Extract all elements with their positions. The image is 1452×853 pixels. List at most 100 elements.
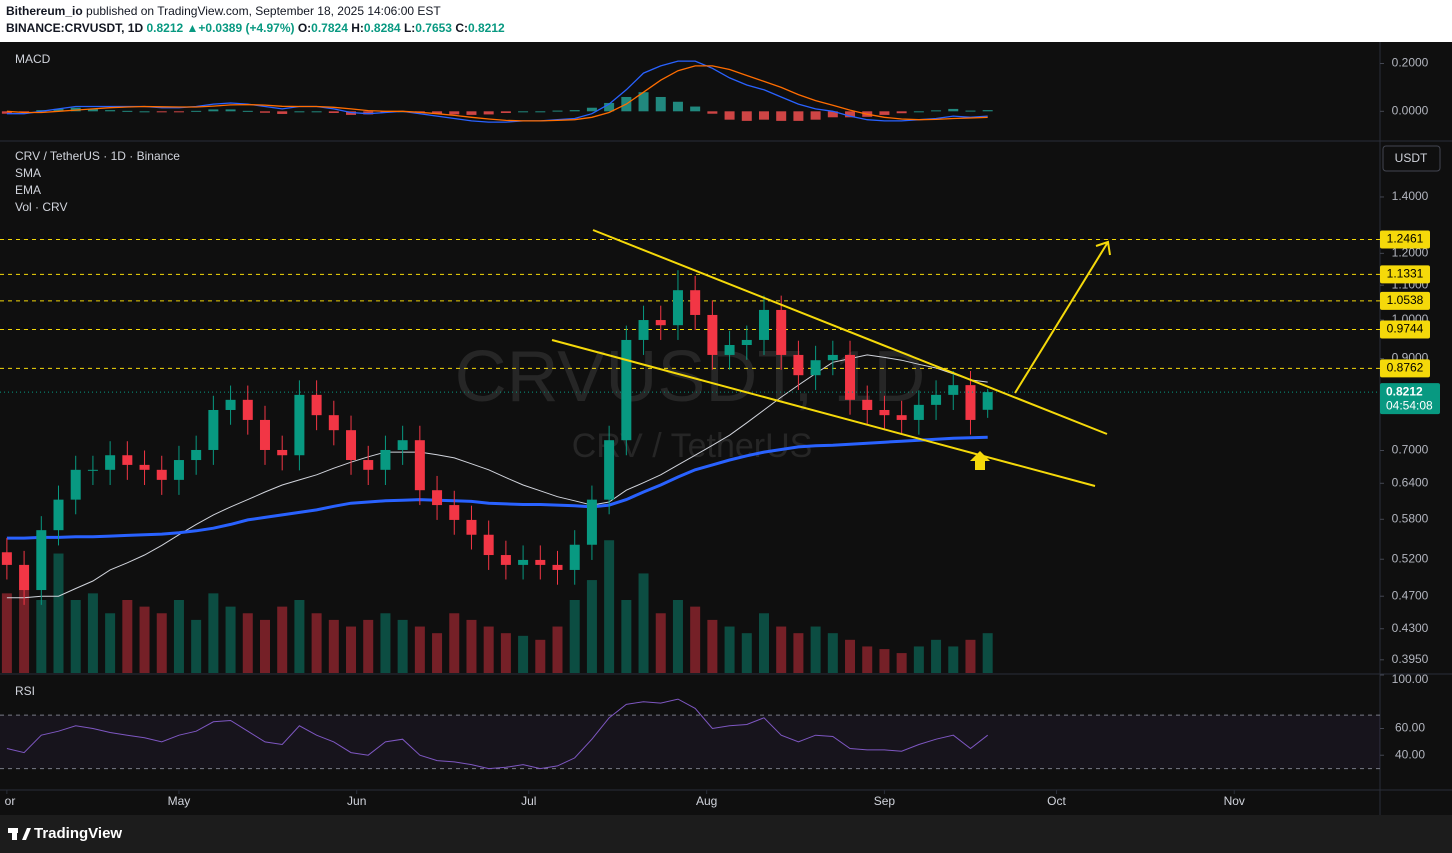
level-label: 0.8762	[1387, 361, 1424, 375]
last-price-bg	[1380, 383, 1440, 415]
volume-bar	[156, 613, 167, 673]
macd-histogram	[535, 111, 546, 113]
y-tick-label: 0.5800	[1392, 511, 1429, 525]
macd-histogram	[208, 109, 219, 112]
volume-bar	[845, 639, 856, 673]
candle-body	[827, 354, 838, 361]
candle-body	[896, 415, 907, 420]
macd-histogram	[827, 111, 838, 118]
macd-histogram	[173, 111, 184, 113]
macd-histogram	[1, 111, 12, 114]
candle-body	[982, 392, 993, 410]
candle-body	[500, 555, 511, 565]
x-tick-label: Aug	[696, 794, 717, 808]
level-label: 1.2461	[1387, 232, 1424, 246]
rsi-band	[0, 715, 1380, 769]
candle-body	[793, 354, 804, 376]
macd-histogram	[466, 111, 477, 115]
volume-bar	[36, 599, 47, 673]
volume-bar	[191, 619, 202, 673]
candle-body	[1, 552, 12, 565]
volume-bar	[758, 613, 769, 673]
macd-histogram	[707, 111, 718, 114]
y-tick-label: 40.00	[1395, 747, 1425, 761]
currency-button[interactable]	[1382, 145, 1441, 172]
volume-bar	[672, 599, 683, 673]
volume-bar	[311, 613, 322, 673]
symbol: BINANCE:CRVUSDT, 1D	[6, 21, 143, 35]
y-tick-label: 0.0000	[1392, 103, 1429, 117]
candle-body	[845, 354, 856, 400]
trendline	[551, 339, 1096, 487]
volume-bar	[707, 619, 718, 673]
volume-bar	[328, 619, 339, 673]
candle-body	[586, 499, 597, 545]
candle-body	[53, 499, 64, 531]
volume-bar	[724, 626, 735, 673]
macd-histogram	[53, 108, 64, 112]
y-tick-label: 0.2000	[1392, 56, 1429, 70]
candle-body	[638, 320, 649, 340]
volume-bar	[552, 626, 563, 673]
logo-mark	[22, 828, 31, 840]
volume-bar	[294, 599, 305, 673]
y-tick-label: 1.4000	[1392, 189, 1429, 203]
volume-bar	[518, 635, 529, 673]
volume-bar	[604, 540, 615, 673]
candle-body	[346, 430, 357, 461]
brand: TradingView	[34, 825, 122, 842]
candle-body	[621, 339, 632, 441]
last-price-label: 0.8212	[1386, 384, 1423, 398]
candle-body	[277, 449, 288, 456]
macd-histogram	[552, 110, 563, 112]
y-tick-label: 0.4700	[1392, 588, 1429, 602]
macd-histogram	[259, 111, 270, 113]
macd-histogram	[432, 111, 443, 114]
macd-histogram	[604, 102, 615, 112]
candle-body	[397, 440, 408, 450]
volume-bar	[259, 619, 270, 673]
candle-body	[380, 449, 391, 470]
candle-body	[724, 345, 735, 355]
volume-bar	[208, 593, 219, 673]
macd-histogram	[586, 107, 597, 112]
candle-body	[466, 519, 477, 535]
volume-bar	[913, 646, 924, 673]
candle-body	[87, 469, 98, 471]
y-tick-label: 1.2000	[1392, 246, 1429, 260]
arrow-head	[1095, 240, 1111, 256]
macd-histogram	[483, 111, 494, 115]
volume-bar	[862, 646, 873, 673]
volume-bar	[122, 599, 133, 673]
level-label-bg	[1380, 230, 1430, 249]
macd-histogram	[105, 110, 116, 112]
x-tick-label: Oct	[1047, 794, 1066, 808]
legend-entry: Vol · CRV	[15, 200, 67, 214]
y-tick-label: 0.6400	[1392, 475, 1429, 489]
macd-histogram	[913, 111, 924, 113]
macd-histogram	[672, 101, 683, 112]
x-tick-label: Jul	[521, 794, 536, 808]
candle-body	[965, 385, 976, 420]
candle-body	[913, 404, 924, 420]
level-label: 1.1331	[1387, 267, 1424, 281]
header-line: BINANCE:CRVUSDT, 1D 0.8212 ▲+0.0389 (+4.…	[6, 21, 505, 35]
y-tick-label: 100.00	[1392, 672, 1429, 686]
candle-body	[535, 559, 546, 565]
candle-body	[156, 469, 167, 480]
macd-histogram	[156, 111, 167, 113]
ohlc-label: L:	[404, 21, 415, 35]
macd-histogram	[449, 111, 460, 115]
candle-body	[948, 385, 959, 395]
rsi-line	[6, 698, 989, 770]
candle-body	[311, 394, 322, 416]
chart-bg	[0, 42, 1452, 815]
macd-histogram	[191, 110, 202, 112]
volume-bar	[363, 619, 374, 673]
candle-body	[173, 460, 184, 480]
y-tick-label: 0.4300	[1392, 621, 1429, 635]
volume-bar	[105, 613, 116, 673]
volume-bar	[225, 606, 236, 673]
macd-histogram	[569, 110, 580, 112]
volume-bar	[931, 639, 942, 673]
